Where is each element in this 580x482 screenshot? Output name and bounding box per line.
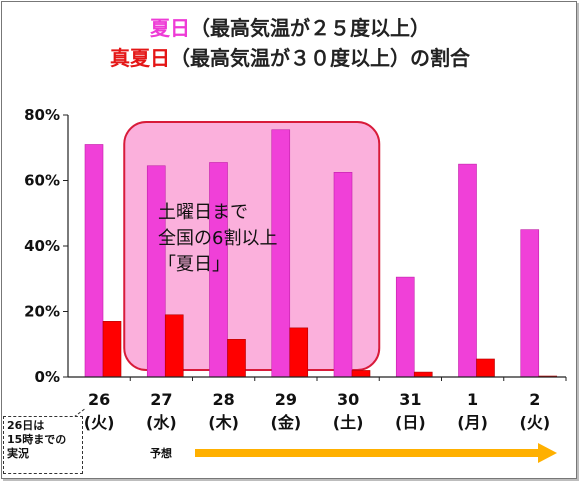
y-tick-label: 20% (24, 303, 60, 321)
x-tick-weekday: (日) (395, 413, 426, 432)
bar-manatsubi (289, 327, 309, 378)
forecast-arrow-head (538, 443, 557, 463)
bar-manatsubi (351, 370, 371, 378)
x-tick-day: 27 (150, 390, 172, 409)
x-tick-day: 29 (275, 390, 297, 409)
bar-natsubi (458, 163, 477, 378)
x-tick-day: 26 (88, 390, 110, 409)
bar-manatsubi (476, 358, 495, 378)
bar-natsubi (333, 172, 353, 378)
title-line-2: 真夏日（最高気温が３０度以上）の割合 (0, 42, 580, 71)
x-tick-weekday: (火) (84, 413, 115, 432)
y-tick-label: 80% (24, 106, 60, 124)
bar-manatsubi (164, 314, 184, 378)
y-tick-label: 40% (24, 237, 60, 255)
x-tick-weekday: (木) (208, 413, 239, 432)
y-tick-label: 0% (35, 368, 60, 386)
x-tick-weekday: (水) (146, 413, 177, 432)
observation-note: 26日は 15時までの 実況 (3, 416, 83, 474)
x-tick-weekday: (火) (520, 413, 551, 432)
forecast-label: 予想 (150, 447, 172, 460)
note-line: 実況 (7, 447, 29, 460)
x-tick-day: 31 (399, 390, 421, 409)
title-line-1: 夏日（最高気温が２５度以上） (0, 12, 580, 41)
annotation-line: 土曜日まで (158, 202, 248, 223)
x-tick-day: 2 (529, 390, 540, 409)
annotation-line: 全国の6割以上 (158, 228, 277, 249)
bar-natsubi (84, 144, 104, 378)
title-manatsubi: 真夏日 (110, 46, 170, 70)
title-natsubi-definition: （最高気温が２５度以上） (190, 16, 430, 40)
bar-natsubi (395, 276, 415, 378)
highlight-region (123, 121, 381, 371)
x-tick-day: 1 (467, 390, 478, 409)
bar-manatsubi (413, 371, 433, 378)
note-line: 26日は (7, 419, 45, 432)
title-natsubi: 夏日 (150, 16, 190, 40)
title-manatsubi-definition: （最高気温が３０度以上）の割合 (170, 46, 470, 70)
bar-natsubi (520, 229, 540, 378)
x-tick-weekday: (土) (333, 413, 364, 432)
note-line: 15時までの (7, 433, 67, 446)
x-tick-day: 30 (337, 390, 359, 409)
y-tick-label: 60% (24, 172, 60, 190)
annotation-line: 「夏日」 (158, 254, 230, 275)
note-leader (69, 407, 87, 421)
x-tick-weekday: (月) (457, 413, 488, 432)
bar-manatsubi (227, 339, 246, 378)
bar-natsubi (271, 129, 291, 378)
x-tick-weekday: (金) (271, 413, 302, 432)
x-tick-day: 28 (212, 390, 234, 409)
bar-manatsubi (102, 321, 122, 378)
